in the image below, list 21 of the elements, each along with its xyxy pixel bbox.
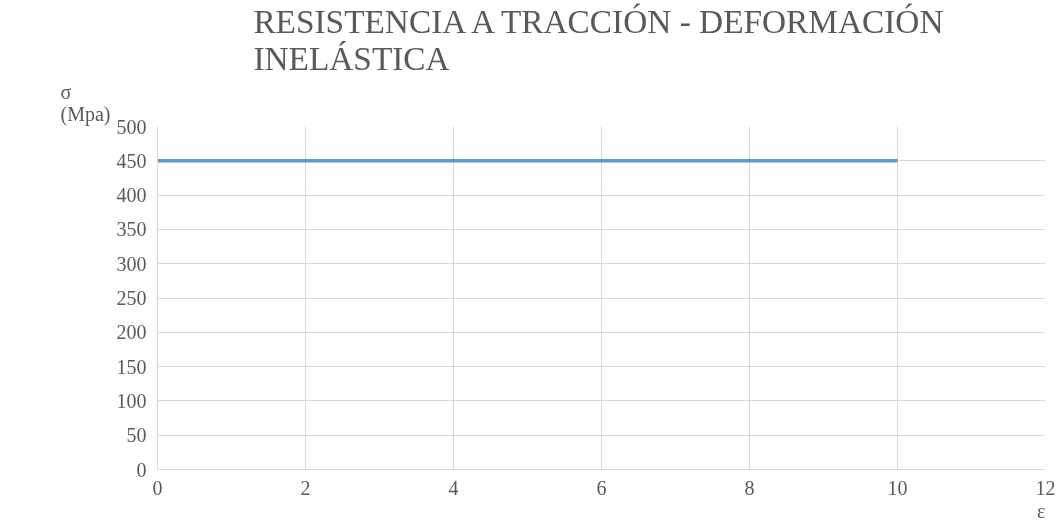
x-tick-label: 10 (887, 476, 908, 499)
x-tick-label: 4 (448, 476, 459, 499)
x-axis-title: ε (1037, 499, 1046, 521)
y-tick-label: 150 (116, 355, 147, 378)
y-axis-title: σ (Mpa) (60, 80, 111, 126)
x-tick-label: 8 (744, 476, 755, 499)
y-tick-label: 0 (136, 458, 147, 481)
y-tick-label: 250 (116, 287, 147, 309)
y-tick-label: 500 (116, 115, 147, 138)
y-tick-label: 100 (116, 389, 147, 412)
x-tick-label: 2 (300, 476, 311, 499)
y-tick-label: 350 (116, 218, 147, 241)
y-tick-label: 200 (116, 321, 147, 344)
x-tick-label: 6 (596, 476, 607, 499)
y-tick-label: 50 (126, 424, 147, 447)
y-tick-label: 300 (116, 252, 147, 275)
chart-title: RESISTENCIA A TRACCIÓN - DEFORMACIÓN INELÁSTICA (253, 2, 944, 77)
y-tick-label: 400 (116, 184, 147, 207)
x-tick-label: 0 (152, 476, 163, 499)
y-tick-label: 450 (116, 149, 147, 172)
x-tick-label: 12 (1035, 476, 1056, 499)
